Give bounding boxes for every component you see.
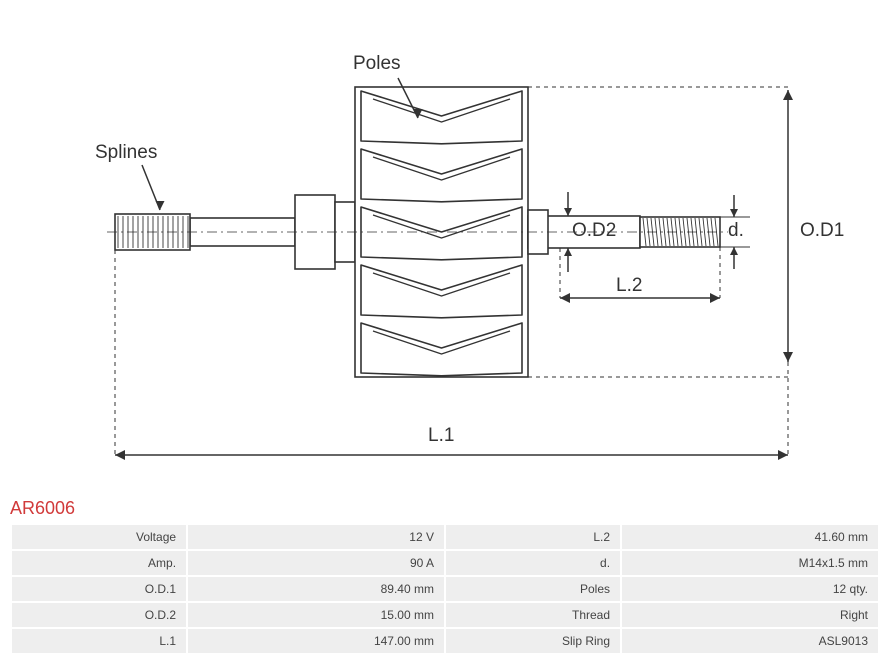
spec-val: Right	[622, 603, 878, 627]
spec-key: Thread	[446, 603, 620, 627]
spec-val: 147.00 mm	[188, 629, 444, 653]
spec-val: 12 qty.	[622, 577, 878, 601]
spec-val: 41.60 mm	[622, 525, 878, 549]
label-poles: Poles	[353, 53, 401, 75]
table-row: O.D.189.40 mmPoles12 qty.	[12, 577, 878, 601]
spec-key: Slip Ring	[446, 629, 620, 653]
table-row: Amp.90 Ad.M14x1.5 mm	[12, 551, 878, 575]
label-od1: O.D1	[800, 220, 844, 242]
spec-key: Amp.	[12, 551, 186, 575]
spec-val: M14x1.5 mm	[622, 551, 878, 575]
label-splines: Splines	[95, 142, 157, 164]
rotor-diagram: Poles Splines O.D1 O.D2 d. L.1 L.2	[0, 0, 889, 490]
spec-val: 90 A	[188, 551, 444, 575]
spec-key: Poles	[446, 577, 620, 601]
spec-val: 89.40 mm	[188, 577, 444, 601]
spec-key: L.1	[12, 629, 186, 653]
spec-key: O.D.2	[12, 603, 186, 627]
spec-key: d.	[446, 551, 620, 575]
spec-key: Voltage	[12, 525, 186, 549]
label-od2: O.D2	[572, 220, 616, 242]
label-l1: L.1	[428, 425, 454, 447]
spec-val: 12 V	[188, 525, 444, 549]
table-row: L.1147.00 mmSlip RingASL9013	[12, 629, 878, 653]
label-l2: L.2	[616, 275, 642, 297]
spec-table: Voltage12 VL.241.60 mmAmp.90 Ad.M14x1.5 …	[10, 523, 880, 655]
part-number: AR6006	[10, 498, 889, 519]
diagram-svg	[0, 0, 889, 490]
spec-key: O.D.1	[12, 577, 186, 601]
spec-val: ASL9013	[622, 629, 878, 653]
table-row: Voltage12 VL.241.60 mm	[12, 525, 878, 549]
label-d: d.	[728, 220, 744, 242]
spec-val: 15.00 mm	[188, 603, 444, 627]
table-row: O.D.215.00 mmThreadRight	[12, 603, 878, 627]
spec-key: L.2	[446, 525, 620, 549]
